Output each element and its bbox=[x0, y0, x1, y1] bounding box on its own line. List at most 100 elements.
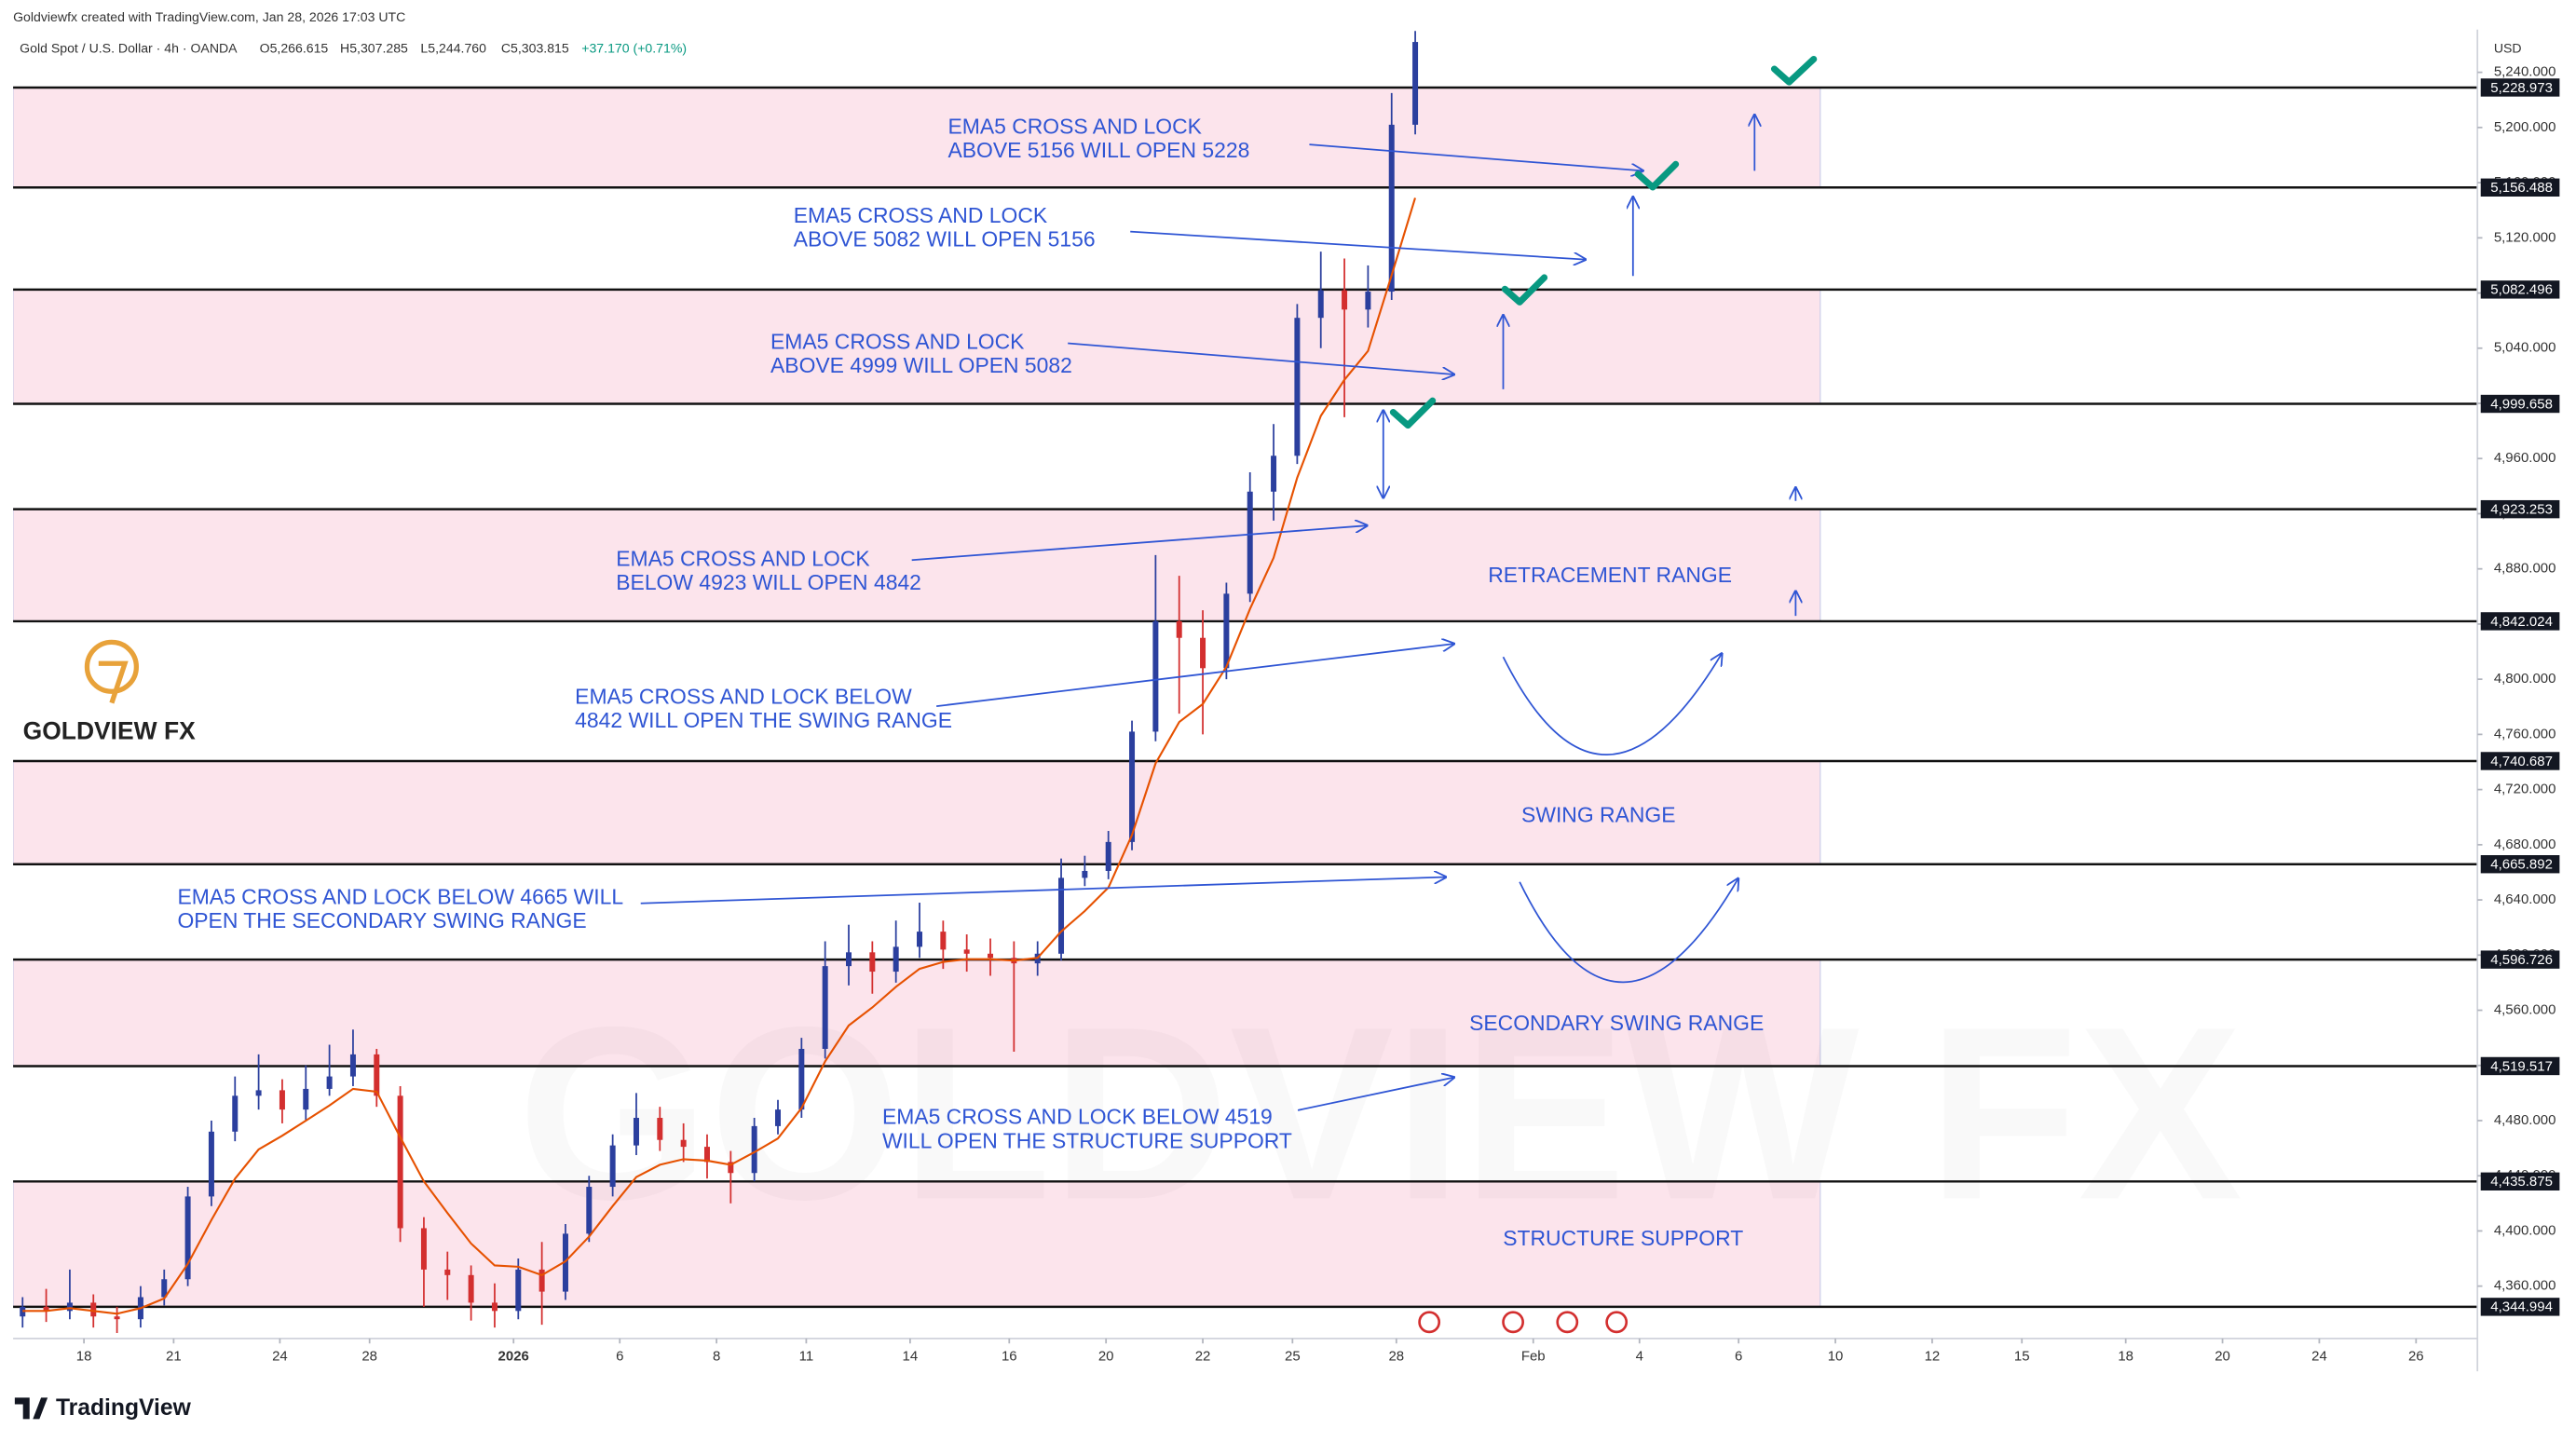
candle-body bbox=[751, 1125, 757, 1174]
candle-body bbox=[374, 1054, 380, 1096]
level-tag-label: 5,082.496 bbox=[2490, 282, 2553, 298]
annotation: OPEN THE SECONDARY SWING RANGE bbox=[177, 908, 586, 932]
candle-body bbox=[538, 1269, 545, 1292]
level-tag-label: 5,228.973 bbox=[2490, 80, 2553, 96]
annotation: EMA5 CROSS AND LOCK BELOW 4665 WILL bbox=[177, 884, 623, 908]
event-icon bbox=[1605, 1311, 1629, 1334]
level-tag-label: 4,665.892 bbox=[2490, 857, 2553, 873]
level-tag bbox=[2480, 752, 2560, 770]
candle-body bbox=[114, 1316, 120, 1320]
ohlc-value: +37.170 (+0.71%) bbox=[581, 41, 687, 56]
annotation: EMA5 CROSS AND LOCK bbox=[947, 115, 1202, 139]
credit: Goldviewfx created with TradingView.com,… bbox=[13, 9, 405, 24]
x-tick-label: 24 bbox=[2311, 1348, 2327, 1364]
y-tick-label: 4,640.000 bbox=[2494, 891, 2556, 907]
candle-body bbox=[1294, 318, 1301, 456]
footer: TradingView bbox=[56, 1395, 192, 1421]
x-tick-label: 18 bbox=[76, 1348, 92, 1364]
x-tick-label: 20 bbox=[2215, 1348, 2230, 1364]
candle-body bbox=[1082, 870, 1088, 878]
candle-body bbox=[184, 1196, 191, 1280]
y-tick-label: 4,800.000 bbox=[2494, 671, 2556, 687]
y-tick-label: 5,040.000 bbox=[2494, 340, 2556, 356]
x-tick-label: Feb bbox=[1521, 1348, 1546, 1364]
candle-body bbox=[1317, 290, 1324, 319]
level-tag-label: 4,923.253 bbox=[2490, 501, 2553, 517]
logo-ring bbox=[84, 639, 140, 694]
candle-body bbox=[703, 1147, 710, 1163]
chart-title: Gold Spot / U.S. Dollar · 4h · OANDA bbox=[20, 41, 238, 56]
candle-body bbox=[1388, 124, 1395, 292]
arrow bbox=[911, 525, 1367, 562]
candle-body bbox=[1105, 841, 1111, 871]
x-tick-label: 10 bbox=[1828, 1348, 1844, 1364]
annotation: ABOVE 5082 WILL OPEN 5156 bbox=[794, 226, 1096, 251]
event-icon bbox=[1556, 1311, 1579, 1334]
x-tick-label: 15 bbox=[2014, 1348, 2030, 1364]
y-tick-label: 4,560.000 bbox=[2494, 1001, 2556, 1017]
event-icon bbox=[1418, 1311, 1441, 1334]
candle-body bbox=[255, 1090, 262, 1096]
x-tick-label: 28 bbox=[1388, 1348, 1404, 1364]
x-tick-label: 26 bbox=[2408, 1348, 2424, 1364]
y-tick-label: 4,960.000 bbox=[2494, 450, 2556, 466]
candle-body bbox=[208, 1131, 214, 1197]
x-tick-label: 8 bbox=[713, 1348, 720, 1364]
candle-body bbox=[1365, 292, 1371, 310]
x-tick-label: 6 bbox=[616, 1348, 623, 1364]
candles bbox=[20, 31, 1419, 1334]
candle-body bbox=[279, 1090, 285, 1110]
candle-body bbox=[586, 1187, 593, 1234]
arrow bbox=[640, 877, 1446, 905]
zone bbox=[13, 87, 1821, 188]
candle-body bbox=[917, 932, 923, 947]
ema-line bbox=[22, 197, 1416, 1315]
axes: 4,360.0004,400.0004,440.0004,480.0004,52… bbox=[76, 64, 2560, 1364]
level-tag bbox=[2480, 1172, 2560, 1191]
checkmark bbox=[1634, 160, 1680, 191]
level-tag-label: 4,999.658 bbox=[2490, 396, 2553, 412]
candle-body bbox=[798, 1048, 805, 1110]
candle-body bbox=[988, 953, 994, 959]
ohlc-header: O5,266.615 H5,307.285 L5,244.760 C5,303.815… bbox=[260, 41, 687, 56]
candle-body bbox=[1152, 620, 1159, 732]
candle-body bbox=[963, 949, 970, 954]
candle-body bbox=[940, 932, 947, 950]
brand: GOLDVIEW FX bbox=[23, 716, 196, 744]
level-tag bbox=[2480, 612, 2560, 631]
swing-curve bbox=[1519, 878, 1738, 984]
candle-body bbox=[444, 1269, 451, 1275]
annotation: ABOVE 5156 WILL OPEN 5228 bbox=[947, 138, 1249, 162]
tv-icon bbox=[14, 1397, 48, 1420]
level-tag-label: 4,435.875 bbox=[2490, 1174, 2553, 1190]
event-icons bbox=[1418, 1311, 1629, 1334]
candle-body bbox=[303, 1088, 309, 1110]
candle-body bbox=[161, 1279, 168, 1298]
checkmarks bbox=[1389, 55, 1818, 429]
y-tick-label: 4,480.000 bbox=[2494, 1112, 2556, 1128]
candle-body bbox=[633, 1118, 639, 1146]
candle-body bbox=[349, 1054, 356, 1077]
level-tag-label: 5,156.488 bbox=[2490, 180, 2553, 196]
candle-body bbox=[1176, 620, 1182, 638]
x-tick-label: 4 bbox=[1636, 1348, 1643, 1364]
zone bbox=[13, 289, 1821, 405]
candle-body bbox=[1247, 491, 1253, 594]
candle-body bbox=[1271, 456, 1277, 492]
arrow bbox=[936, 644, 1453, 708]
candle-body bbox=[1412, 42, 1419, 125]
annotation: EMA5 CROSS AND LOCK bbox=[770, 330, 1025, 354]
x-tick-label: 21 bbox=[166, 1348, 182, 1364]
range-label: RETRACEMENT RANGE bbox=[1488, 563, 1732, 587]
checkmark bbox=[1501, 274, 1548, 306]
x-tick-label: 18 bbox=[2118, 1348, 2133, 1364]
level-tag bbox=[2480, 394, 2560, 414]
candle-body bbox=[1223, 593, 1230, 669]
annotation: 4842 WILL OPEN THE SWING RANGE bbox=[575, 708, 952, 732]
y-tick-label: 4,760.000 bbox=[2494, 726, 2556, 741]
annotation: WILL OPEN THE STRUCTURE SUPPORT bbox=[882, 1128, 1292, 1152]
y-tick-label: 4,360.000 bbox=[2494, 1278, 2556, 1294]
candle-body bbox=[728, 1162, 734, 1174]
